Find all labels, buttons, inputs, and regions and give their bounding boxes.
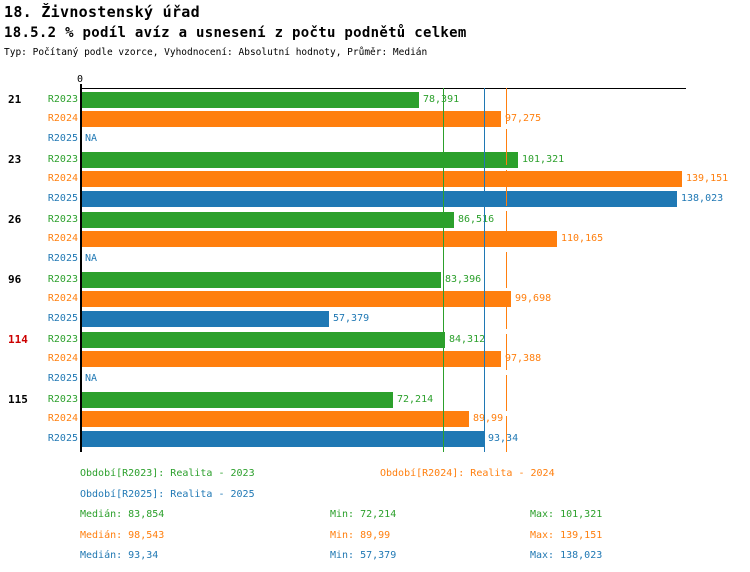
group-label: 115 bbox=[8, 393, 28, 406]
bar bbox=[82, 191, 677, 207]
bar-value-label: 72,214 bbox=[397, 394, 434, 405]
bar-row-label: R2024 bbox=[47, 293, 78, 304]
bar-value-label: 93,34 bbox=[488, 433, 519, 444]
bar bbox=[82, 171, 682, 187]
group-label: 21 bbox=[8, 93, 22, 106]
y-axis-line bbox=[80, 84, 82, 452]
bar-row-label: R2023 bbox=[47, 394, 78, 405]
bar-value-label: 86,516 bbox=[458, 214, 495, 225]
bar-na-label: NA bbox=[85, 373, 98, 384]
group-label: 96 bbox=[8, 273, 22, 286]
stat-median-r2024: Medián: 98,543 bbox=[80, 530, 165, 541]
bar-value-label: 57,379 bbox=[333, 313, 370, 324]
bar-row-label: R2025 bbox=[47, 313, 78, 324]
legend-item-r2023: Období[R2023]: Realita - 2023 bbox=[80, 468, 255, 479]
bar bbox=[82, 291, 511, 307]
bar-row-label: R2023 bbox=[47, 154, 78, 165]
bar-row-label: R2023 bbox=[47, 274, 78, 285]
bar-value-label: 97,275 bbox=[505, 113, 542, 124]
bar-row-label: R2023 bbox=[47, 214, 78, 225]
bar-row-label: R2025 bbox=[47, 133, 78, 144]
group-label: 114 bbox=[8, 333, 28, 346]
bar-value-label: 110,165 bbox=[561, 233, 604, 244]
bar-row-label: R2023 bbox=[47, 334, 78, 345]
stat-min-r2024: Min: 89,99 bbox=[330, 530, 391, 541]
bar-value-label: 139,151 bbox=[686, 173, 729, 184]
chart-meta-line: Typ: Počítaný podle vzorce, Vyhodnocení:… bbox=[4, 47, 428, 58]
bar-value-label: 101,321 bbox=[522, 154, 565, 165]
bar bbox=[82, 351, 501, 367]
bar bbox=[82, 431, 484, 447]
group-label: 26 bbox=[8, 213, 22, 226]
bar bbox=[82, 411, 469, 427]
bar-row-label: R2024 bbox=[47, 113, 78, 124]
stat-min-r2025: Min: 57,379 bbox=[330, 550, 397, 561]
median-line-r2025 bbox=[484, 88, 485, 452]
bar-value-label: 99,698 bbox=[515, 293, 552, 304]
stat-median-r2025: Medián: 93,34 bbox=[80, 550, 159, 561]
stat-max-r2024: Max: 139,151 bbox=[530, 530, 603, 541]
bar bbox=[82, 212, 454, 228]
bar bbox=[82, 272, 441, 288]
bar-value-label: 84,312 bbox=[449, 334, 486, 345]
bar-value-label: 97,388 bbox=[505, 353, 542, 364]
stat-min-r2023: Min: 72,214 bbox=[330, 509, 397, 520]
stat-max-r2025: Max: 138,023 bbox=[530, 550, 603, 561]
median-line-r2024 bbox=[506, 88, 507, 452]
legend-item-r2024: Období[R2024]: Realita - 2024 bbox=[380, 468, 555, 479]
bar bbox=[82, 231, 557, 247]
median-line-r2023 bbox=[443, 88, 444, 452]
stat-max-r2023: Max: 101,321 bbox=[530, 509, 603, 520]
bar-value-label: 78,391 bbox=[423, 94, 460, 105]
bar-row-label: R2025 bbox=[47, 253, 78, 264]
bar-row-label: R2025 bbox=[47, 433, 78, 444]
bar bbox=[82, 111, 501, 127]
bar-row-label: R2023 bbox=[47, 94, 78, 105]
bar-value-label: 89,99 bbox=[473, 413, 504, 424]
bar bbox=[82, 311, 329, 327]
x-axis-zero-label: 0 bbox=[77, 74, 84, 85]
bar-row-label: R2024 bbox=[47, 233, 78, 244]
bar-value-label: 138,023 bbox=[681, 193, 724, 204]
bar bbox=[82, 152, 518, 168]
bar-row-label: R2024 bbox=[47, 173, 78, 184]
bar-row-label: R2025 bbox=[47, 193, 78, 204]
group-label: 23 bbox=[8, 153, 22, 166]
chart-subtitle: 18.5.2 % podíl avíz a usnesení z počtu p… bbox=[4, 25, 467, 41]
bar-na-label: NA bbox=[85, 133, 98, 144]
page-title: 18. Živnostenský úřad bbox=[4, 3, 200, 21]
bar bbox=[82, 332, 445, 348]
bar-row-label: R2025 bbox=[47, 373, 78, 384]
bar-value-label: 83,396 bbox=[445, 274, 482, 285]
bar-na-label: NA bbox=[85, 253, 98, 264]
legend-item-r2025: Období[R2025]: Realita - 2025 bbox=[80, 489, 255, 500]
bar-row-label: R2024 bbox=[47, 413, 78, 424]
bar bbox=[82, 92, 419, 108]
x-axis-line bbox=[81, 88, 686, 89]
bar bbox=[82, 392, 393, 408]
stat-median-r2023: Medián: 83,854 bbox=[80, 509, 165, 520]
bar-row-label: R2024 bbox=[47, 353, 78, 364]
